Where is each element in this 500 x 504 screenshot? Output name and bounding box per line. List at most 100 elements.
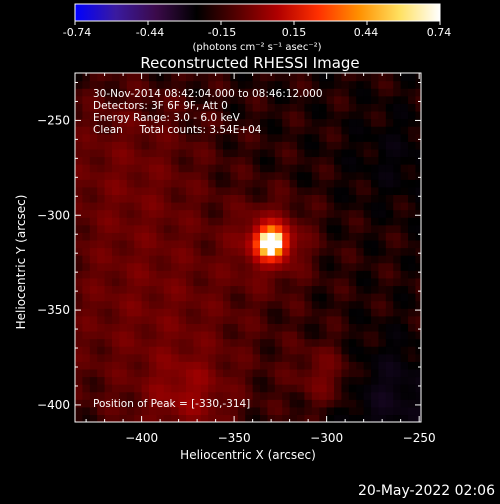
heatmap-cell (245, 376, 254, 385)
heatmap-cell (304, 361, 313, 370)
heatmap-cell (274, 164, 283, 173)
heatmap-cell (126, 141, 135, 150)
heatmap-cell (149, 330, 158, 340)
heatmap-cell (311, 110, 320, 120)
heatmap-cell (400, 353, 409, 362)
heatmap-cell (126, 232, 135, 241)
heatmap-cell (341, 217, 350, 226)
heatmap-cell (230, 353, 239, 362)
heatmap-cell (178, 391, 187, 400)
heatmap-cell (274, 300, 283, 309)
heatmap-cell (363, 88, 372, 97)
heatmap-cell (304, 148, 313, 158)
heatmap-cell (326, 353, 335, 362)
heatmap-cell (415, 308, 421, 317)
heatmap-cell (245, 384, 254, 393)
heatmap-cell (267, 391, 276, 400)
heatmap-cell (245, 270, 254, 279)
heatmap-cell (252, 201, 261, 211)
heatmap-cell (289, 384, 298, 393)
heatmap-cell (400, 285, 409, 294)
heatmap-cell (274, 118, 283, 127)
heatmap-cell (341, 232, 350, 241)
heatmap-cell (341, 247, 350, 256)
heatmap-cell (193, 338, 202, 347)
heatmap-cell (208, 126, 217, 135)
heatmap-cell (282, 247, 291, 256)
heatmap-cell (356, 88, 365, 97)
heatmap-cell (385, 414, 394, 422)
heatmap-cell (156, 217, 165, 226)
heatmap-cell (304, 95, 313, 104)
heatmap-cell (112, 194, 121, 203)
heatmap-cell (415, 293, 421, 302)
heatmap-cell (274, 338, 283, 347)
heatmap-cell (193, 406, 202, 416)
heatmap-cell (119, 323, 128, 332)
heatmap-cell (356, 73, 365, 82)
heatmap-cell (126, 330, 135, 340)
heatmap-cell (282, 141, 291, 150)
heatmap-cell (156, 95, 165, 104)
heatmap-cell (186, 308, 195, 317)
heatmap-cell (230, 103, 239, 112)
heatmap-cell (134, 103, 143, 112)
heatmap-cell (400, 110, 409, 120)
heatmap-cell (356, 201, 365, 211)
heatmap-cell (193, 148, 202, 158)
heatmap-cell (363, 308, 372, 317)
heatmap-cell (75, 391, 83, 400)
heatmap-cell (178, 399, 187, 408)
heatmap-cell (134, 126, 143, 135)
heatmap-cell (282, 399, 291, 408)
heatmap-cell (415, 391, 421, 400)
heatmap-cell (334, 414, 343, 422)
heatmap-cell (126, 285, 135, 294)
x-axis-label: Heliocentric X (arcsec) (180, 448, 316, 462)
heatmap-cell (356, 285, 365, 294)
heatmap-cell (237, 368, 246, 378)
heatmap-cell (393, 270, 402, 279)
heatmap-cell (356, 353, 365, 362)
heatmap-cell (112, 338, 121, 347)
heatmap-cell (126, 239, 135, 249)
heatmap-cell (393, 126, 402, 135)
heatmap-cell (141, 293, 150, 302)
heatmap-cell (252, 224, 261, 233)
heatmap-cell (267, 270, 276, 279)
heatmap-cell (356, 110, 365, 120)
heatmap-cell (341, 384, 350, 393)
heatmap-cell (89, 406, 98, 416)
heatmap-cell (230, 330, 239, 340)
heatmap-cell (252, 103, 261, 112)
heatmap-cell (208, 330, 217, 340)
heatmap-cell (171, 270, 180, 279)
heatmap-cell (252, 384, 261, 393)
heatmap-cell (319, 209, 328, 218)
heatmap-cell (82, 103, 91, 112)
heatmap-cell (104, 126, 113, 135)
heatmap-cell (297, 384, 306, 393)
heatmap-cell (371, 156, 380, 165)
heatmap-cell (385, 315, 394, 324)
heatmap-cell (252, 194, 261, 203)
heatmap-cell (134, 73, 143, 82)
heatmap-cell (171, 194, 180, 203)
heatmap-cell (260, 414, 269, 422)
heatmap-cell (400, 194, 409, 203)
heatmap-cell (385, 300, 394, 309)
heatmap-cell (134, 179, 143, 188)
heatmap-cell (112, 141, 121, 150)
heatmap-cell (141, 406, 150, 416)
heatmap-cell (215, 80, 224, 89)
heatmap-cell (193, 73, 202, 82)
heatmap-cell (156, 224, 165, 233)
heatmap-cell (230, 323, 239, 332)
heatmap-cell (363, 255, 372, 264)
heatmap-cell (260, 201, 269, 211)
heatmap-cell (134, 399, 143, 408)
heatmap-cell (82, 330, 91, 340)
heatmap-cell (274, 293, 283, 302)
heatmap-cell (141, 201, 150, 211)
heatmap-cell (75, 399, 83, 408)
